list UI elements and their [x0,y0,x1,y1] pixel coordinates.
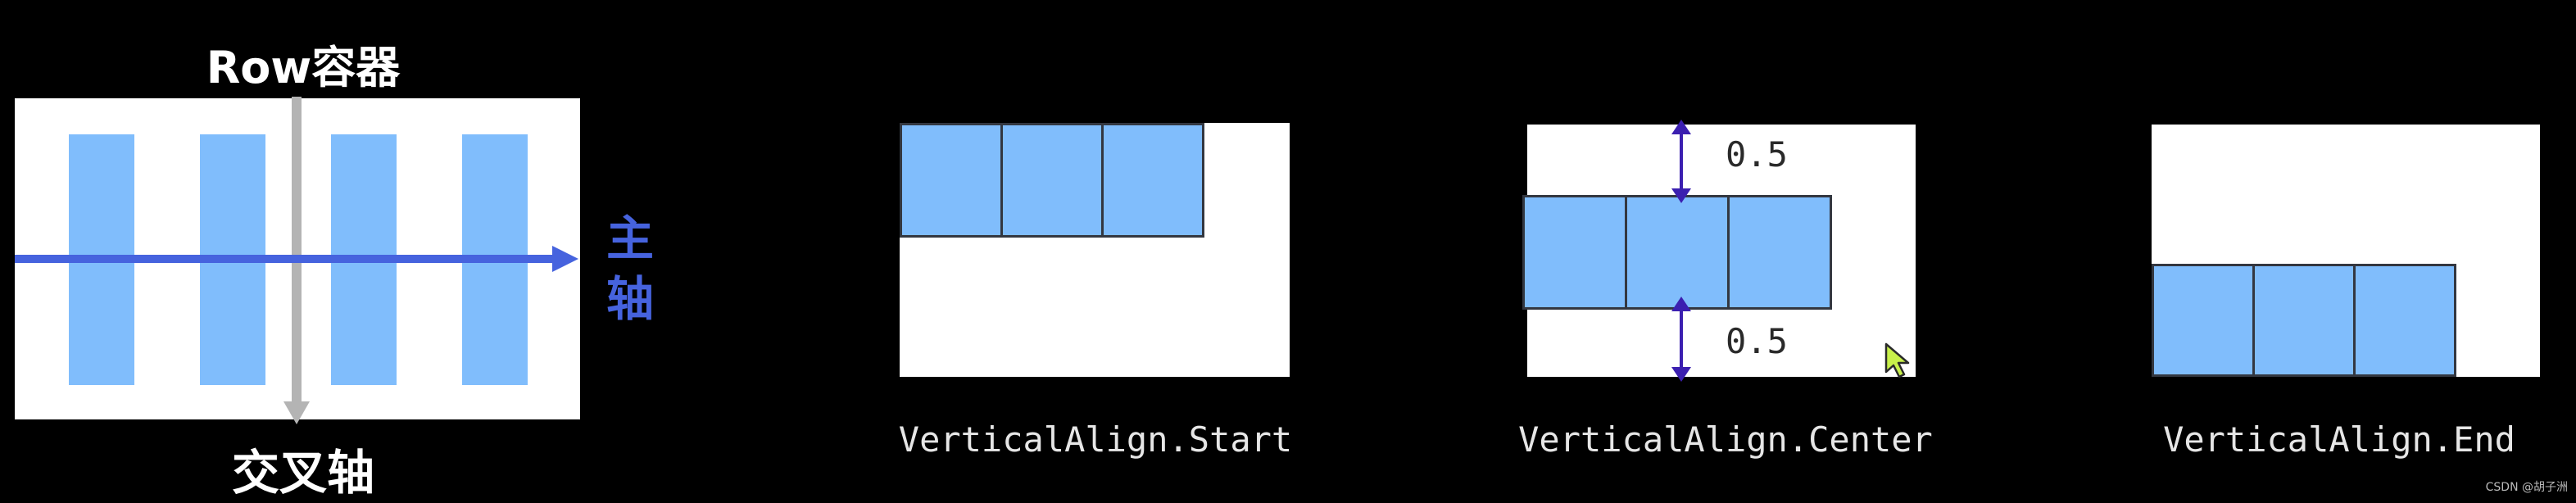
watermark: CSDN @胡子洲 [2485,481,2568,494]
start-cell-3 [1101,123,1204,238]
row-container-title: Row容器 [206,42,401,93]
end-cell-3 [2353,264,2456,377]
main-axis-arrowhead [552,246,578,272]
center-cell-1 [1522,195,1627,310]
main-axis-label: 主轴 [605,211,654,327]
cross-axis-label: 交叉轴 [231,445,374,501]
center-cell-3 [1727,195,1832,310]
center-panel [1522,125,1916,377]
center-bottom-gap-label: 0.5 [1726,321,1788,361]
start-cell-1 [900,123,1003,238]
start-caption: VerticalAlign.Start [898,419,1293,460]
center-gap-arrows [1671,120,1691,382]
cross-axis-arrowhead [283,401,310,424]
end-cell-1 [2152,264,2255,377]
end-cell-2 [2252,264,2356,377]
cursor-icon [1884,342,1910,378]
end-caption: VerticalAlign.End [2163,419,2515,460]
end-panel [2152,125,2540,377]
center-top-gap-label: 0.5 [1726,134,1788,174]
start-cell-2 [1000,123,1104,238]
start-panel [900,123,1290,377]
axis-overlay [15,97,578,424]
center-caption: VerticalAlign.Center [1518,419,1933,460]
